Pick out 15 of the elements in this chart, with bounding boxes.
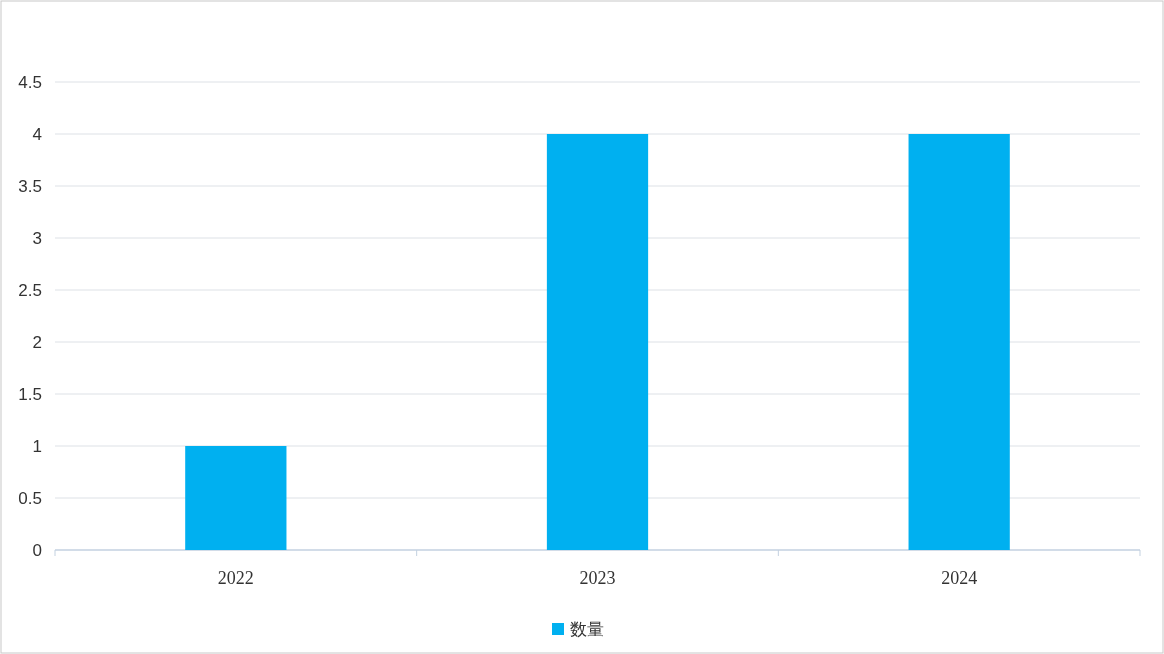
- y-tick-label: 0: [32, 541, 42, 560]
- y-tick-label: 4.5: [18, 73, 42, 92]
- x-tick-label: 2023: [579, 568, 616, 588]
- y-tick-label: 0.5: [18, 489, 42, 508]
- y-tick-label: 2.5: [18, 281, 42, 300]
- y-tick-label: 3: [32, 229, 42, 248]
- y-tick-label: 2: [32, 333, 42, 352]
- x-tick-label: 2022: [217, 568, 254, 588]
- y-tick-label: 1.5: [18, 385, 42, 404]
- legend: 数量: [552, 620, 604, 639]
- y-tick-label: 1: [32, 437, 42, 456]
- y-tick-label: 4: [32, 125, 42, 144]
- x-tick-label: 2024: [941, 568, 978, 588]
- legend-label: 数量: [570, 620, 604, 639]
- y-tick-label: 3.5: [18, 177, 42, 196]
